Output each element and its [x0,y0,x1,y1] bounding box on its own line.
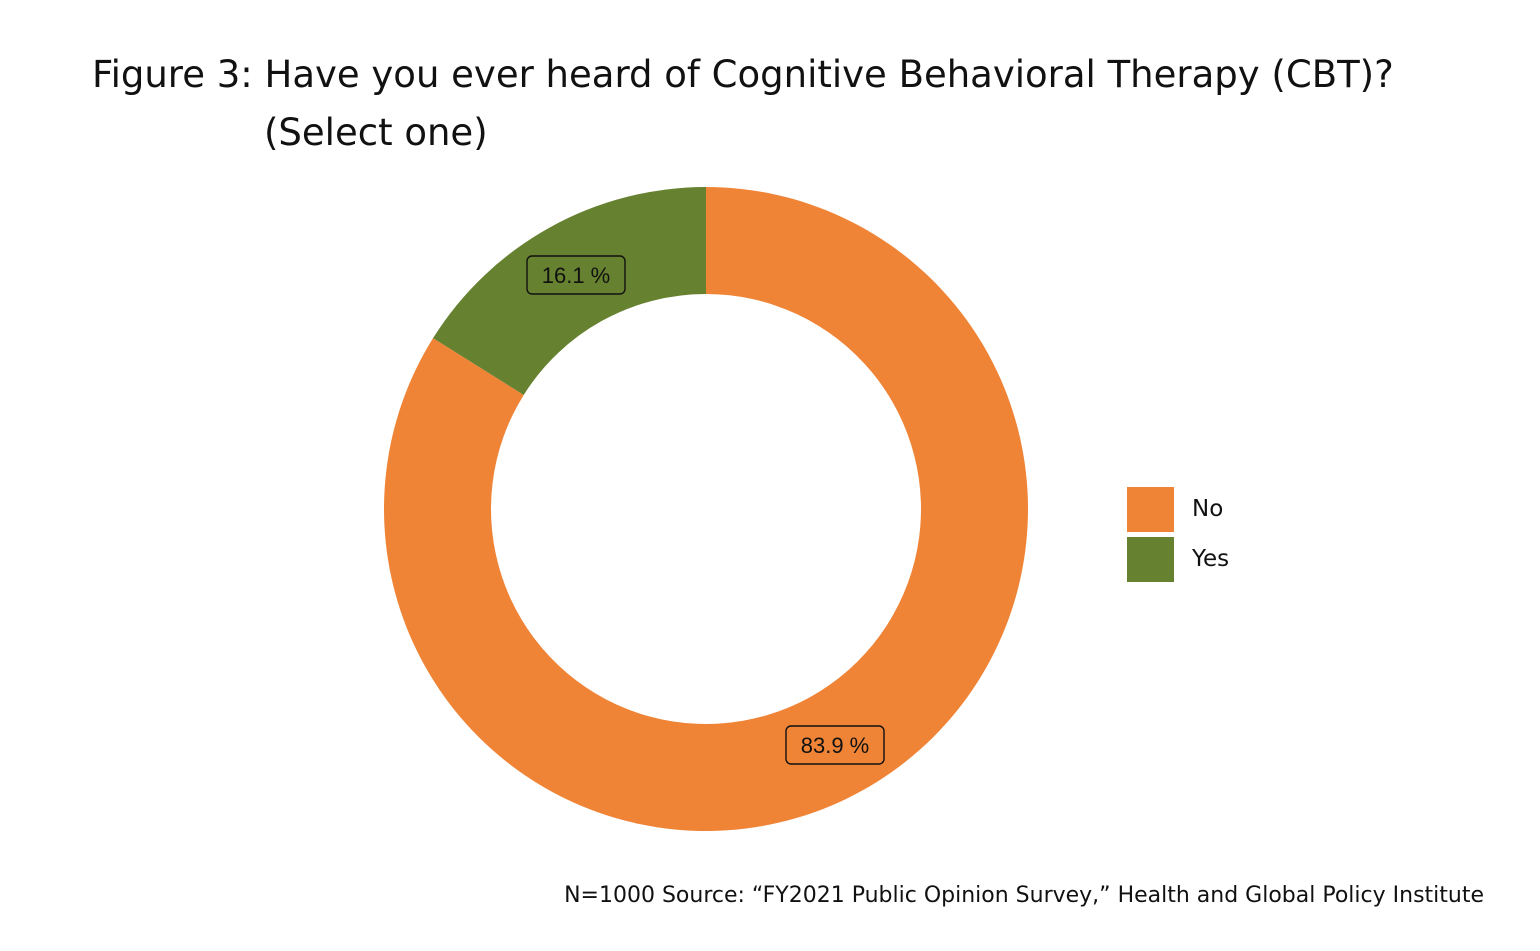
legend-label-no: No [1192,496,1224,522]
source-note: N=1000 Source: “FY2021 Public Opinion Su… [564,883,1484,908]
data-label-no: 83.9 % [785,725,885,765]
chart-title: Figure 3: Have you ever heard of Cogniti… [92,46,1394,162]
data-label-yes: 16.1 % [526,255,626,295]
data-label-text-yes: 16.1 % [542,263,611,288]
chart-title-line-1: Figure 3: Have you ever heard of Cogniti… [92,53,1394,96]
legend: No Yes [1127,484,1229,584]
legend-item-no: No [1127,484,1229,534]
legend-label-yes: Yes [1192,546,1230,572]
chart-title-line-2: (Select one) [264,111,488,154]
data-label-text-no: 83.9 % [801,733,870,758]
donut-slice-no [384,187,1028,831]
data-label-box-yes [526,255,626,295]
legend-swatch-no [1127,486,1174,532]
data-label-box-no [785,725,885,765]
legend-swatch-yes [1127,536,1174,582]
legend-item-yes: Yes [1127,534,1229,584]
